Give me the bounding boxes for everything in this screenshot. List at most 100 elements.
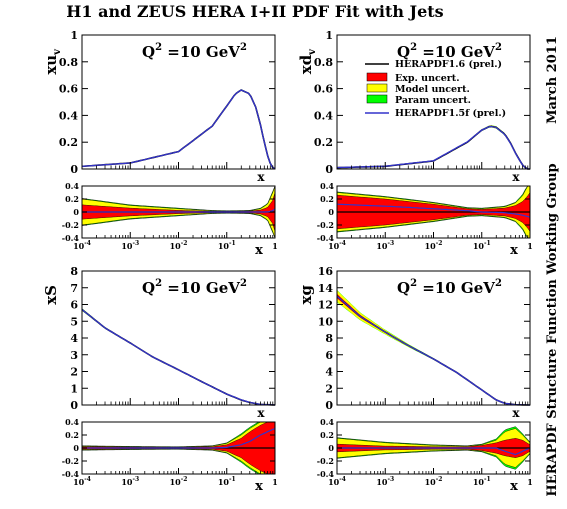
ratio-alt-line	[82, 427, 276, 449]
ratio-xtick-label: 10-1	[218, 476, 236, 487]
main-ytick-label: 4	[325, 366, 333, 379]
ratio-xtick-label: 1	[527, 241, 533, 251]
ratio-xtick-base: 1	[272, 477, 278, 487]
ratio-xtick-label: 10-4	[328, 240, 346, 251]
main-ylabel-text: xS	[42, 285, 60, 305]
ratio-xtick-label: 10-3	[376, 240, 394, 251]
main-ytick-label: 2	[70, 366, 78, 379]
legend-model-label: Model uncert.	[395, 84, 470, 95]
main-ylabel-sub: v	[307, 48, 318, 56]
legend-exp-label: Exp. uncert.	[395, 73, 460, 84]
ratio-ytick-label: 0.4	[65, 417, 79, 427]
ratio-ytick-label: 0.2	[65, 194, 79, 204]
ratio-xtick-base: 10	[376, 477, 388, 487]
ratio-xtick-base: 1	[527, 477, 533, 487]
ratio-xtick-base: 10	[473, 477, 485, 487]
ratio-xtick-exp: -3	[132, 476, 139, 483]
q2-label-part-2: =10 GeV	[417, 279, 495, 297]
side-date: March 2011	[545, 36, 560, 124]
ratio-xtick-base: 10	[473, 241, 485, 251]
legend-exp-swatch	[366, 72, 388, 82]
ratio-xtick-base: 1	[272, 241, 278, 251]
ratio-xtick-exp: -2	[436, 476, 443, 483]
ratio-xtick-label: 10-2	[170, 476, 188, 487]
main-ytick-label: 0	[70, 163, 78, 176]
ratio-xtick-base: 10	[170, 241, 182, 251]
main-ytick-label: 0	[325, 399, 333, 412]
ratio-xtick-base: 10	[121, 241, 133, 251]
q2-label-part-1: 2	[410, 42, 417, 53]
main-ylabel-sub: v	[52, 48, 63, 56]
ratio-ytick-label: -0.2	[317, 456, 334, 466]
ratio-xtick-label: 10-2	[170, 240, 188, 251]
ratio-xtick-label: 10-1	[473, 240, 491, 251]
ratio-xtick-base: 10	[121, 477, 133, 487]
main-alt-line	[81, 89, 276, 170]
main-band-exp	[337, 293, 530, 405]
ratio-alt-line	[336, 203, 531, 218]
x-axis-label: x	[510, 479, 518, 494]
main-x-axis-label: x	[257, 406, 265, 420]
ratio-xtick-exp: -1	[484, 476, 491, 483]
main-alt-line	[336, 295, 530, 406]
ratio-xtick-exp: -4	[84, 240, 91, 247]
ratio-xtick-base: 10	[328, 477, 340, 487]
ratio-xtick-exp: -1	[229, 476, 236, 483]
main-ylabel-text: xg	[297, 284, 315, 304]
ratio-xtick-label: 10-4	[73, 240, 91, 251]
ratio-xtick-base: 10	[328, 241, 340, 251]
main-ylabel: xuv	[42, 48, 63, 75]
ratio-ytick-label: 0	[328, 207, 334, 217]
ratio-xtick-base: 10	[73, 241, 85, 251]
ratio-ytick-label: 0	[73, 207, 79, 217]
main-ylabel-text: xd	[297, 54, 315, 74]
ratio-xtick-label: 10-4	[328, 476, 346, 487]
main-band-model	[337, 290, 530, 405]
legend-param-swatch	[366, 94, 388, 104]
main-ytick-label: 14	[318, 282, 334, 295]
main-ytick-label: 0.4	[59, 109, 78, 122]
ratio-ytick-label: -0.2	[317, 220, 334, 230]
ratio-ytick-label: 0.2	[65, 430, 79, 440]
main-ytick-label: 0	[325, 163, 333, 176]
ratio-ytick-label: -0.4	[62, 233, 80, 243]
main-central-line	[81, 89, 276, 170]
side-group: HERAPDF Structure Function Working Group	[545, 163, 560, 496]
ratio-ytick-label: -0.4	[62, 469, 80, 479]
legend-central-label: HERAPDF1.6 (prel.)	[395, 59, 502, 70]
ratio-xtick-base: 10	[218, 241, 230, 251]
main-ylabel: xg	[297, 284, 315, 304]
ratio-ytick-label: 0.4	[65, 181, 79, 191]
ratio-xtick-base: 10	[218, 477, 230, 487]
ratio-xtick-label: 10-4	[73, 476, 91, 487]
q2-label-part-3: 2	[495, 278, 502, 289]
q2-label-part-1: 2	[155, 42, 162, 53]
ratio-xtick-base: 10	[376, 241, 388, 251]
main-ytick-label: 0	[70, 399, 78, 412]
ratio-xtick-base: 1	[527, 241, 533, 251]
main-alt-line	[81, 309, 276, 406]
ratio-xtick-label: 10-1	[473, 476, 491, 487]
ratio-xtick-label: 10-2	[425, 240, 443, 251]
ratio-xtick-base: 10	[425, 477, 437, 487]
main-ytick-label: 10	[318, 315, 334, 328]
q2-label-part-0: Q	[397, 279, 410, 297]
q2-label-part-3: 2	[495, 42, 502, 53]
main-band-model	[82, 89, 275, 169]
main-band-exp	[82, 89, 275, 169]
q2-label-part-1: 2	[155, 278, 162, 289]
q2-label: Q2 =10 GeV2	[142, 42, 247, 61]
ratio-xtick-exp: -2	[181, 476, 188, 483]
q2-label-part-1: 2	[410, 278, 417, 289]
ratio-alt-line	[337, 447, 531, 456]
main-ylabel-text: xu	[42, 55, 60, 75]
main-ytick-label: 3	[70, 349, 78, 362]
main-ytick-label: 4	[70, 332, 78, 345]
ratio-xtick-exp: -2	[436, 240, 443, 247]
q2-label: Q2 =10 GeV2	[397, 278, 502, 297]
ratio-xtick-exp: -3	[132, 240, 139, 247]
ratio-ytick-label: -0.2	[62, 220, 79, 230]
